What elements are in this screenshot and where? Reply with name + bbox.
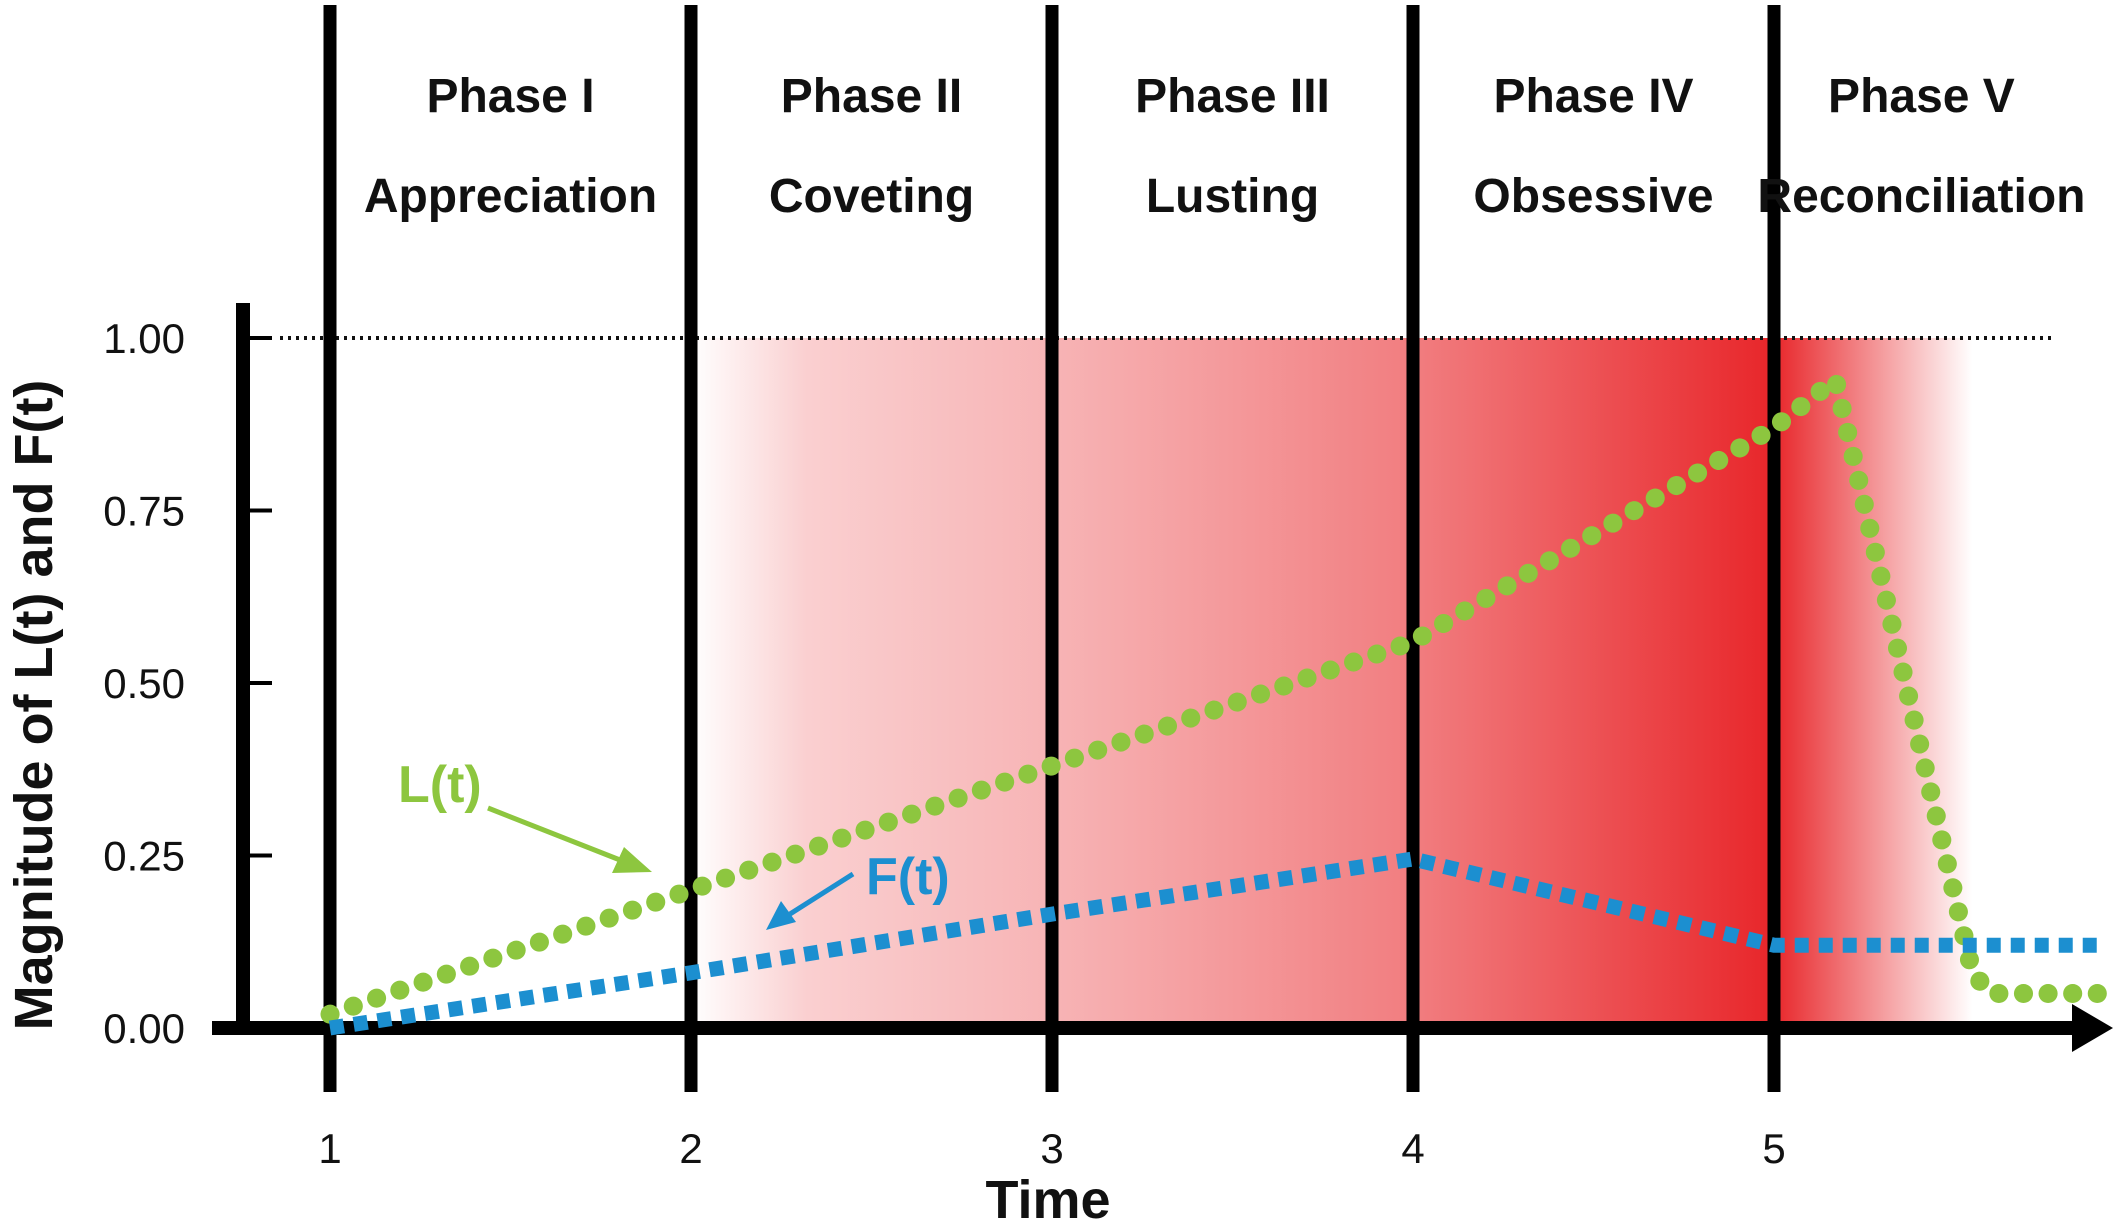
series-point-1-4: [1772, 943, 1776, 947]
x-tick-label-4: 5: [1762, 1125, 1785, 1172]
series-point-0-4: [1772, 426, 1776, 430]
f-t-arrow-shaft: [788, 871, 855, 917]
phase-name-5: Reconciliation: [1757, 170, 2085, 223]
series-point-1-3: [1411, 857, 1415, 861]
y-axis-title: Magnitude of L(t) and F(t): [4, 380, 64, 1031]
series-line-f-t: [328, 851, 2099, 1036]
series-point-1-5: [2097, 943, 2101, 947]
phase-number-1: Phase I: [426, 70, 594, 123]
series-point-0-2: [1050, 764, 1054, 768]
l-t-arrow-head: [612, 847, 652, 873]
series-point-0-0: [328, 1012, 332, 1016]
phase-name-4: Obsessive: [1473, 170, 1713, 223]
series-point-0-7: [1989, 992, 1993, 996]
phase-number-3: Phase III: [1135, 70, 1330, 123]
x-tick-label-1: 2: [679, 1125, 702, 1172]
series-label-f-t: F(t): [866, 848, 950, 906]
y-tick-label-0: 0.00: [103, 1005, 185, 1052]
x-axis-arrowhead: [2072, 1004, 2113, 1052]
series-point-0-3: [1411, 640, 1415, 644]
phase-shading: [691, 338, 1973, 1028]
phase-number-2: Phase II: [781, 70, 962, 123]
phase-name-2: Coveting: [769, 170, 974, 223]
series-layer: [320, 362, 2109, 1036]
y-tick-label-1: 0.25: [103, 833, 185, 880]
y-tick-label-4: 1.00: [103, 315, 185, 362]
shading-layer: [691, 338, 1973, 1028]
axis-layer: 0.00 0.25 0.50 0.75 1.00 1 2 3 4 5 Time Magnitude o…: [4, 303, 2113, 1230]
series-point-0-8: [2097, 992, 2101, 996]
y-tick-label-3: 0.75: [103, 488, 185, 535]
series-point-1-0: [328, 1026, 332, 1030]
series-point-0-5: [1833, 377, 1837, 381]
series-point-1-2: [1050, 912, 1054, 916]
l-t-arrow-shaft: [487, 805, 621, 863]
f-t-arrow-head: [766, 901, 796, 930]
label-layer: Phase I Appreciation Phase II Coveting Phase…: [364, 70, 2085, 930]
series-line-l-t: [320, 362, 2109, 1024]
series-point-1-1: [689, 971, 693, 975]
series-label-l-t: L(t): [398, 756, 482, 814]
x-tick-label-0: 1: [318, 1125, 341, 1172]
phase-name-3: Lusting: [1146, 170, 1319, 223]
phase-number-5: Phase V: [1828, 70, 2015, 123]
x-tick-label-3: 4: [1401, 1125, 1424, 1172]
x-axis-title: Time: [985, 1170, 1110, 1230]
y-tick-label-2: 0.50: [103, 660, 185, 707]
x-tick-label-2: 3: [1040, 1125, 1063, 1172]
phase-name-1: Appreciation: [364, 170, 657, 223]
series-point-0-6: [1971, 971, 1975, 975]
phase-number-4: Phase IV: [1493, 70, 1693, 123]
series-point-0-1: [689, 888, 693, 892]
